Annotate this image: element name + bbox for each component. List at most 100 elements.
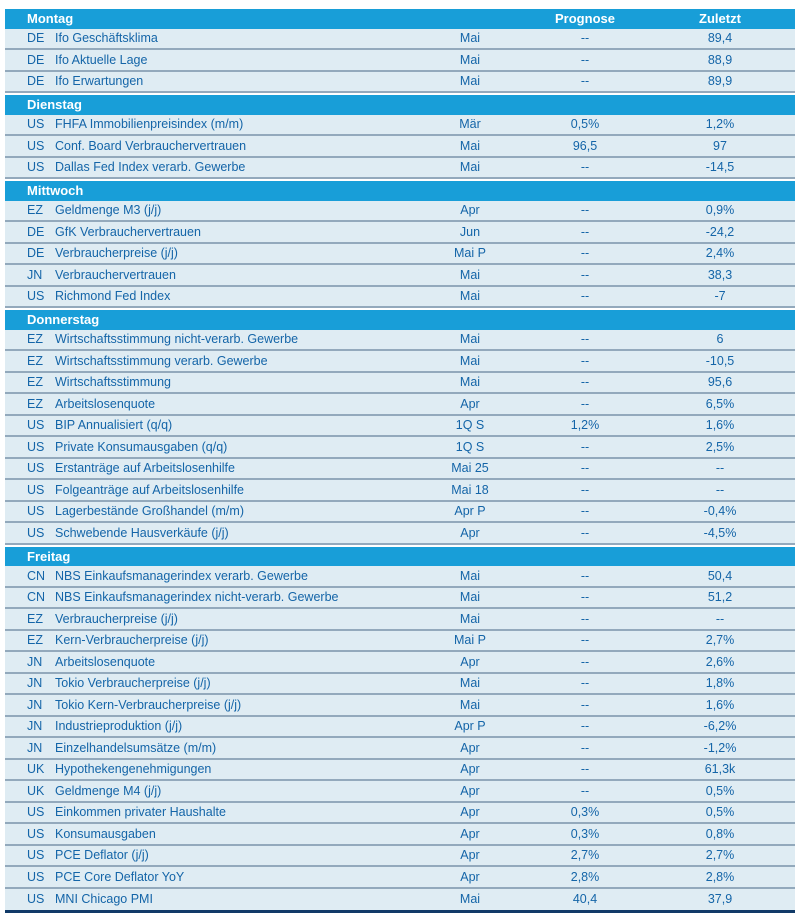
day-section-freitag: Freitag CN NBS Einkaufsmanagerindex verarb… [5,546,795,910]
last-value-cell: 51,2 [707,590,733,605]
table-row: EZ Wirtschaftsstimmung verarb. Gewerbe Mai… [5,351,795,373]
last-value-cell: 97 [713,138,727,153]
table-row: US Schwebende Hausverkäufe (j/j) Apr -- -4,5… [5,523,795,545]
forecast-value-cell: -- [580,439,590,454]
period-cell: Mai [459,697,481,712]
indicator-name-cell: Kern-Verbraucherpreise (j/j) [55,633,209,648]
period-cell: Mai P [454,246,486,261]
country-code-cell: DE [27,52,45,67]
table-row: JN Tokio Kern-Verbraucherpreise (j/j) Mai -… [5,695,795,717]
indicator-name-cell: Verbraucherpreise (j/j) [55,611,178,626]
forecast-value-cell: -- [580,461,590,476]
table-row: EZ Geldmenge M3 (j/j) Apr -- 0,9% [5,200,795,222]
last-value-cell: -- [715,482,725,497]
forecast-value-cell: -- [580,160,590,175]
indicator-name-cell: Conf. Board Verbrauchervertrauen [55,138,247,153]
period-cell: Apr [460,525,480,540]
forecast-value-cell: -- [580,504,590,519]
last-value-cell: 0,8% [705,826,735,841]
period-cell: Mai [459,332,481,347]
day-header-row: Mittwoch [5,181,795,201]
country-code-cell: JN [27,740,43,755]
table-row: UK Geldmenge M4 (j/j) Apr -- 0,5% [5,781,795,803]
table-row: US Lagerbestände Großhandel (m/m) Apr P -- -… [5,501,795,523]
table-row: CN NBS Einkaufsmanagerindex nicht-verarb.… [5,587,795,609]
indicator-name-cell: Dallas Fed Index verarb. Gewerbe [55,160,246,175]
country-code-cell: US [27,848,45,863]
last-value-cell: 1,8% [705,676,735,691]
last-value-cell: -4,5% [703,525,737,540]
table-row: EZ Verbraucherpreise (j/j) Mai -- -- [5,609,795,631]
period-cell: Mai 25 [451,461,489,476]
last-value-cell: 0,5% [705,783,735,798]
last-value-cell: -- [715,461,725,476]
forecast-value-cell: -- [580,203,590,218]
period-cell: Mai [459,52,481,67]
indicator-name-cell: BIP Annualisiert (q/q) [55,418,173,433]
table-row: US Dallas Fed Index verarb. Gewerbe Mai -- -… [5,157,795,179]
indicator-name-cell: Arbeitslosenquote [55,654,156,669]
country-code-cell: US [27,525,45,540]
forecast-value-cell: -- [580,375,590,390]
last-value-cell: 2,4% [705,246,735,261]
last-value-cell: -0,4% [703,504,737,519]
table-row: JN Industrieproduktion (j/j) Apr P -- -6,2% [5,716,795,738]
table-row: EZ Kern-Verbraucherpreise (j/j) Mai P -- 2,7… [5,630,795,652]
country-code-cell: JN [27,654,43,669]
forecast-value-cell: 0,3% [570,805,600,820]
forecast-value-cell: -- [580,482,590,497]
country-code-cell: US [27,418,45,433]
period-cell: Mai P [454,633,486,648]
country-code-cell: US [27,138,45,153]
table-row: US MNI Chicago PMI Mai 40,4 37,9 [5,888,795,910]
country-code-cell: DE [27,224,45,239]
day-header-row: Freitag [5,546,795,566]
table-row: JN Tokio Verbraucherpreise (j/j) Mai -- 1,8% [5,673,795,695]
last-value-cell: 50,4 [707,568,733,583]
table-row: US PCE Core Deflator YoY Apr 2,8% 2,8% [5,867,795,889]
period-cell: Jun [459,224,481,239]
last-value-cell: 1,2% [705,117,735,132]
country-code-cell: US [27,826,45,841]
day-header-row: Donnerstag [5,310,795,330]
forecast-value-cell: -- [580,353,590,368]
table-row: US Konsumausgaben Apr 0,3% 0,8% [5,824,795,846]
country-code-cell: EZ [27,203,43,218]
table-row: DE Ifo Geschäftsklima Mai -- 89,4 [5,28,795,50]
forecast-value-cell: -- [580,525,590,540]
last-value-cell: 38,3 [707,267,733,282]
last-value-cell: 2,5% [705,439,735,454]
indicator-name-cell: Erstanträge auf Arbeitslosenhilfe [55,461,235,476]
day-section-dienstag: Dienstag US FHFA Immobilienpreisindex (m/m… [5,95,795,179]
forecast-value-cell: 2,7% [570,848,600,863]
indicator-name-cell: Private Konsumausgaben (q/q) [55,439,228,454]
forecast-value-cell: 0,3% [570,826,600,841]
last-value-cell: 89,4 [707,31,733,46]
last-value-cell: 2,8% [705,869,735,884]
forecast-value-cell: -- [580,246,590,261]
period-cell: Apr [460,740,480,755]
period-cell: Mai [459,160,481,175]
period-cell: Apr [460,848,480,863]
indicator-name-cell: Wirtschaftsstimmung [55,375,171,390]
forecast-value-cell: -- [580,697,590,712]
last-value-cell: 6,5% [705,396,735,411]
table-row: US Private Konsumausgaben (q/q) 1Q S -- 2,5% [5,437,795,459]
country-code-cell: UK [27,762,45,777]
period-cell: 1Q S [455,418,485,433]
forecast-value-cell: 40,4 [572,892,598,907]
forecast-value-cell: -- [580,224,590,239]
forecast-value-cell: -- [580,676,590,691]
forecast-value-cell: -- [580,74,590,89]
period-cell: Mär [459,117,481,132]
last-value-cell: 6 [716,332,724,347]
last-value-cell: 61,3k [704,762,736,777]
period-cell: Apr [460,783,480,798]
period-cell: 1Q S [455,439,485,454]
country-code-cell: DE [27,74,45,89]
table-row: US FHFA Immobilienpreisindex (m/m) Mär 0,5%… [5,114,795,136]
indicator-name-cell: Tokio Verbraucherpreise (j/j) [55,676,211,691]
last-value-cell: -7 [714,289,726,304]
country-code-cell: JN [27,719,43,734]
country-code-cell: US [27,160,45,175]
